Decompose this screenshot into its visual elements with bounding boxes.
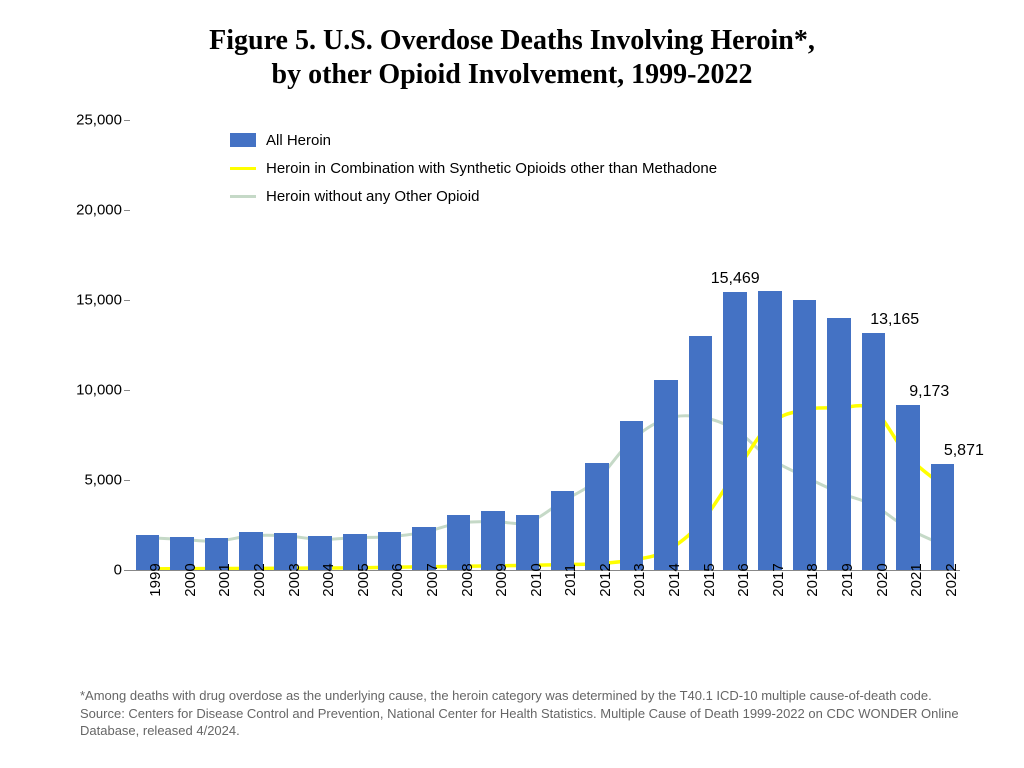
bar (654, 380, 678, 570)
x-axis-tick-label: 2009 (493, 563, 510, 596)
bar (793, 300, 817, 570)
x-axis-tick-label: 2019 (839, 563, 856, 596)
bar (481, 511, 505, 570)
y-axis-tick-label: 15,000 (76, 292, 122, 309)
x-axis-tick-label: 2002 (251, 563, 268, 596)
data-label: 9,173 (909, 383, 949, 401)
legend-swatch-line2 (230, 195, 256, 198)
x-axis-tick-label: 2008 (459, 563, 476, 596)
bar (585, 463, 609, 570)
bar (931, 464, 955, 570)
bar (827, 318, 851, 570)
footnote: *Among deaths with drug overdose as the … (80, 687, 964, 740)
x-axis-tick-label: 2020 (874, 563, 891, 596)
x-axis-tick-label: 2005 (355, 563, 372, 596)
bar (862, 333, 886, 570)
chart-title-line2: by other Opioid Involvement, 1999-2022 (0, 58, 1024, 92)
y-axis-tick-label: 0 (114, 562, 122, 579)
x-axis-tick-label: 2001 (216, 563, 233, 596)
legend-swatch-line1 (230, 167, 256, 170)
x-axis-tick-label: 2014 (666, 563, 683, 596)
x-axis-tick-label: 2004 (320, 563, 337, 596)
legend-swatch-bar (230, 133, 256, 147)
legend-item-line2: Heroin without any Other Opioid (230, 182, 717, 210)
legend: All Heroin Heroin in Combination with Sy… (230, 126, 717, 210)
legend-item-bar: All Heroin (230, 126, 717, 154)
x-axis-tick-label: 2018 (804, 563, 821, 596)
x-axis-tick-label: 2012 (597, 563, 614, 596)
bar (723, 292, 747, 570)
bar (516, 515, 540, 570)
chart-title: Figure 5. U.S. Overdose Deaths Involving… (0, 0, 1024, 91)
x-axis-tick-label: 2022 (943, 563, 960, 596)
data-label: 5,871 (944, 442, 984, 460)
x-axis-tick-label: 2017 (770, 563, 787, 596)
x-axis-tick-label: 2015 (701, 563, 718, 596)
bar (620, 421, 644, 570)
x-axis-tick-label: 2000 (182, 563, 199, 596)
x-axis-tick-label: 2011 (562, 564, 579, 596)
legend-label-line1: Heroin in Combination with Synthetic Opi… (266, 160, 717, 177)
bar (896, 405, 920, 570)
x-axis-tick-label: 2003 (286, 563, 303, 596)
x-axis-tick-label: 2021 (908, 563, 925, 596)
plot-area: All Heroin Heroin in Combination with Sy… (130, 120, 960, 571)
x-axis-tick-label: 2010 (528, 563, 545, 596)
legend-label-line2: Heroin without any Other Opioid (266, 188, 479, 205)
chart-title-line1: Figure 5. U.S. Overdose Deaths Involving… (0, 24, 1024, 58)
data-label: 15,469 (711, 270, 760, 288)
chart-container: All Heroin Heroin in Combination with Sy… (60, 120, 960, 640)
y-axis-tick-label: 10,000 (76, 382, 122, 399)
x-axis-tick-label: 2016 (735, 563, 752, 596)
bar (447, 515, 471, 570)
y-axis-tick-label: 25,000 (76, 112, 122, 129)
data-label: 13,165 (870, 311, 919, 329)
legend-item-line1: Heroin in Combination with Synthetic Opi… (230, 154, 717, 182)
x-axis-tick-label: 2007 (424, 563, 441, 596)
y-axis-tick-label: 5,000 (84, 472, 122, 489)
bar (758, 291, 782, 570)
bar (551, 491, 575, 570)
x-axis-tick-label: 2006 (389, 563, 406, 596)
x-axis-tick-label: 2013 (631, 563, 648, 596)
y-axis-tick-label: 20,000 (76, 202, 122, 219)
x-axis-tick-label: 1999 (147, 563, 164, 596)
legend-label-bar: All Heroin (266, 132, 331, 149)
bar (689, 336, 713, 570)
